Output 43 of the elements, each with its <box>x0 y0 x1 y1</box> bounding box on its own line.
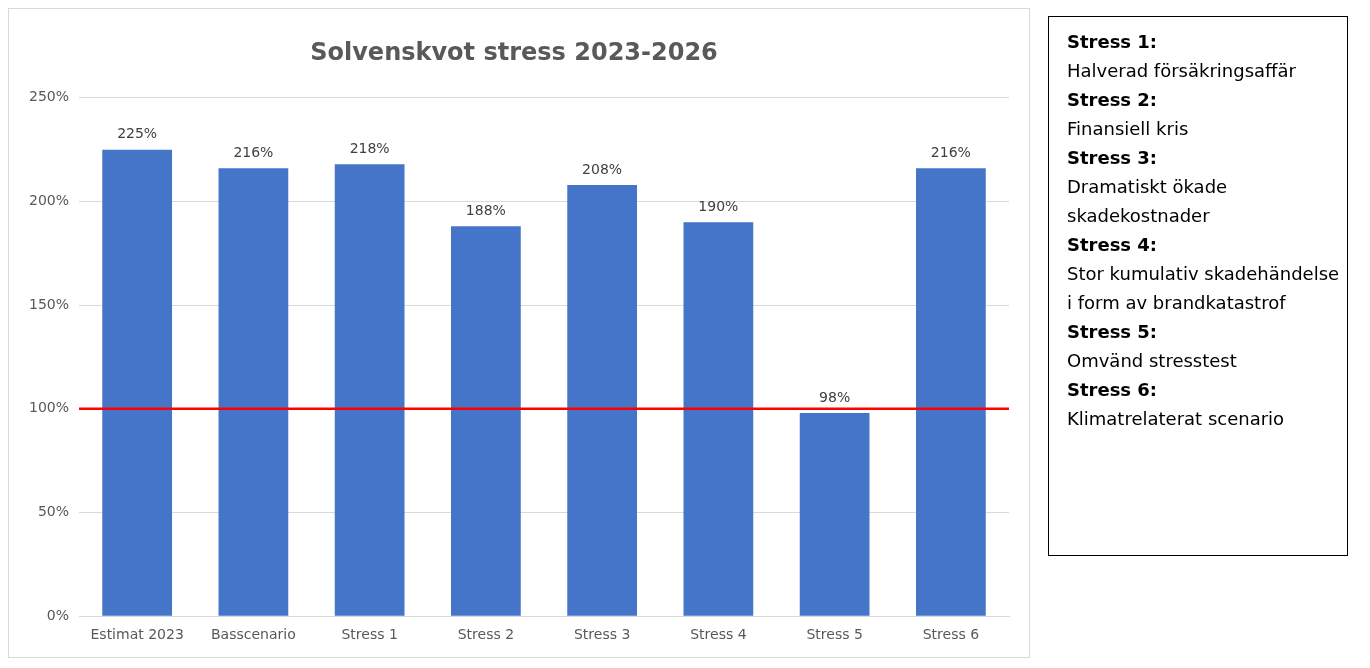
text: Stress 5: <box>1067 320 1159 344</box>
data-label: 190% <box>698 197 739 214</box>
data-label: 218% <box>349 139 390 156</box>
x-tick-label: Stress 2 <box>457 626 515 643</box>
text: Stress 3: <box>1067 146 1159 170</box>
x-tick-label: Stress 4 <box>690 626 747 643</box>
y-tick-label: 100% <box>28 399 70 416</box>
text: Stress 4: <box>1067 233 1159 257</box>
bar <box>451 226 521 616</box>
y-tick-label: 250% <box>28 88 70 105</box>
bar <box>218 168 289 616</box>
data-label: 216% <box>233 143 274 160</box>
text: Stress 1: <box>1067 30 1159 54</box>
x-tick-label: Stress 5 <box>806 626 863 643</box>
text: Omvänd stresstest <box>1067 349 1238 373</box>
x-tick-label: Estimat 2023 <box>90 626 184 643</box>
text: Dramatiskt ökade skadekostnader <box>1067 175 1229 228</box>
y-tick-label: 150% <box>28 295 70 312</box>
data-label: 216% <box>930 143 971 160</box>
data-label: 98% <box>819 388 851 405</box>
y-tick-label: 0% <box>46 606 70 623</box>
text: Stress 6: <box>1067 378 1159 402</box>
text: Stor kumulativ skadehändelse i form av brandkatastrof <box>1067 262 1341 315</box>
x-tick-label: Stress 6 <box>922 626 980 643</box>
bar <box>567 184 638 616</box>
bar <box>334 164 405 616</box>
data-label: 225% <box>117 125 158 142</box>
text: Halverad försäkringsaffär <box>1067 59 1297 83</box>
y-tick-label: 200% <box>28 192 70 209</box>
x-tick-label: Stress 3 <box>573 626 631 643</box>
bar <box>683 222 754 616</box>
bar <box>916 168 986 616</box>
x-tick-label: Stress 1 <box>341 626 398 643</box>
text: Finansiell kris <box>1067 117 1190 141</box>
y-tick-label: 50% <box>37 503 70 520</box>
data-label: 188% <box>465 202 506 218</box>
bar <box>799 412 870 616</box>
bar <box>102 149 173 616</box>
text: Klimatrelaterat scenario <box>1067 407 1286 431</box>
x-tick-label: Basscenario <box>211 626 296 643</box>
data-label: 208% <box>582 160 623 177</box>
chart-title: Solvenskvot stress 2023-2026 <box>310 37 718 66</box>
text: Stress 2: <box>1067 88 1159 112</box>
